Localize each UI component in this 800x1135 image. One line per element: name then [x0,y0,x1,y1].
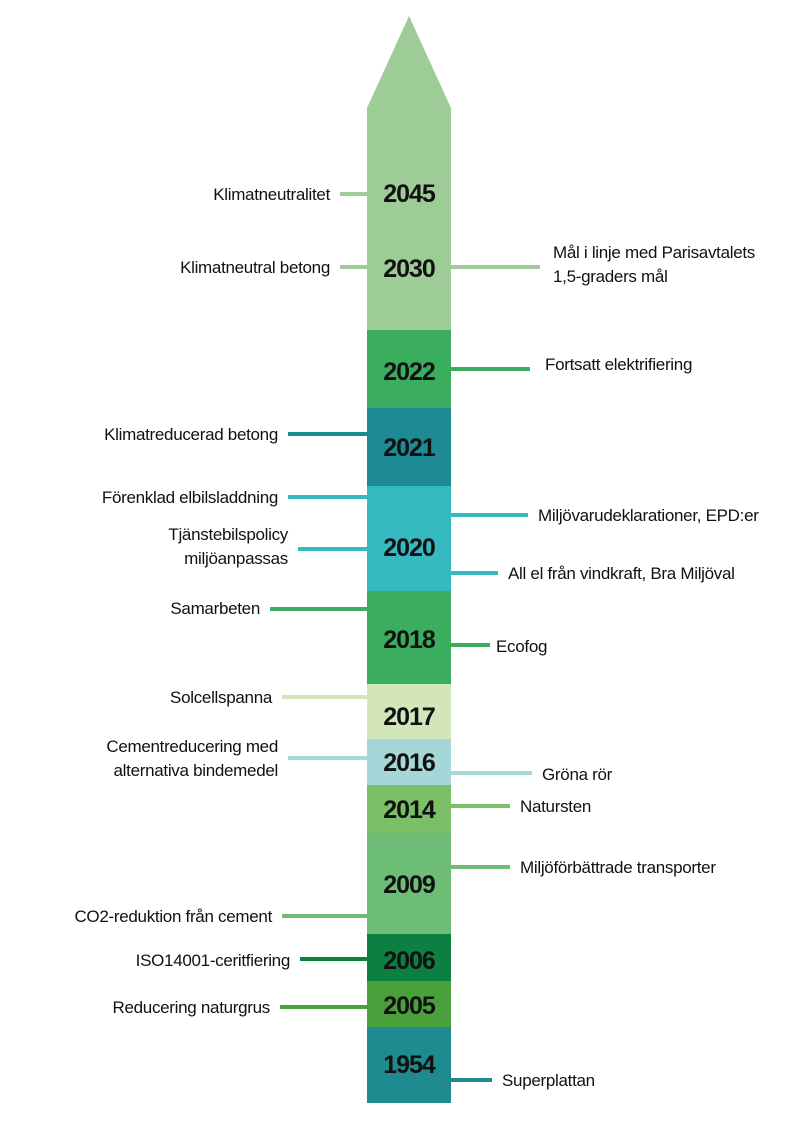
event-label: Samarbeten [170,599,260,618]
timeline-segment [367,408,451,486]
timeline-segment [367,785,451,833]
year-label: 2005 [383,992,436,1020]
year-label: 2017 [383,703,435,731]
event-label: alternativa bindemedel [114,761,278,780]
event-label: Miljövarudeklarationer, EPD:er [538,506,759,525]
timeline-segment [367,1027,451,1103]
event-label: Reducering naturgrus [113,998,270,1017]
year-label: 2022 [383,358,435,386]
event-label: Klimatneutral betong [180,258,330,277]
event-label: Solcellspanna [170,688,273,707]
year-label: 2009 [383,871,435,899]
timeline-segment [367,833,451,934]
event-label: Klimatreducerad betong [104,425,278,444]
event-label: Förenklad elbilsladdning [102,488,278,507]
timeline-segment [367,934,451,981]
event-label: Miljöförbättrade transporter [520,858,716,877]
year-label: 2021 [383,434,436,462]
year-label: 2016 [383,749,435,777]
event-label: Superplattan [502,1071,595,1090]
event-label: 1,5-graders mål [553,267,668,286]
year-label: 2045 [383,180,436,208]
year-label: 2018 [383,626,436,654]
timeline-segment [367,330,451,408]
event-label: Tjänstebilspolicy [168,525,288,544]
year-label: 2014 [383,796,436,824]
timeline-segment [367,486,451,591]
event-label: All el från vindkraft, Bra Miljöval [508,564,735,583]
event-label: Mål i linje med Parisavtalets [553,243,755,262]
event-label: Gröna rör [542,765,613,784]
timeline-segment [367,108,451,330]
timeline-segment [367,739,451,785]
event-label: Ecofog [496,637,547,656]
timeline-segment [367,981,451,1027]
timeline-segment [367,591,451,684]
event-label: miljöanpassas [184,549,288,568]
event-label: Natursten [520,797,591,816]
event-label: Cementreducering med [106,737,278,756]
event-label: Klimatneutralitet [213,185,330,204]
year-label: 1954 [383,1051,436,1079]
event-label: ISO14001-ceritfiering [136,951,290,970]
event-label: CO2-reduktion från cement [74,907,272,926]
event-label: Fortsatt elektrifiering [545,355,692,374]
year-label: 2006 [383,947,435,975]
arrow-head [367,16,451,108]
year-label: 2020 [383,534,435,562]
timeline-segment [367,684,451,739]
year-label: 2030 [383,255,435,283]
